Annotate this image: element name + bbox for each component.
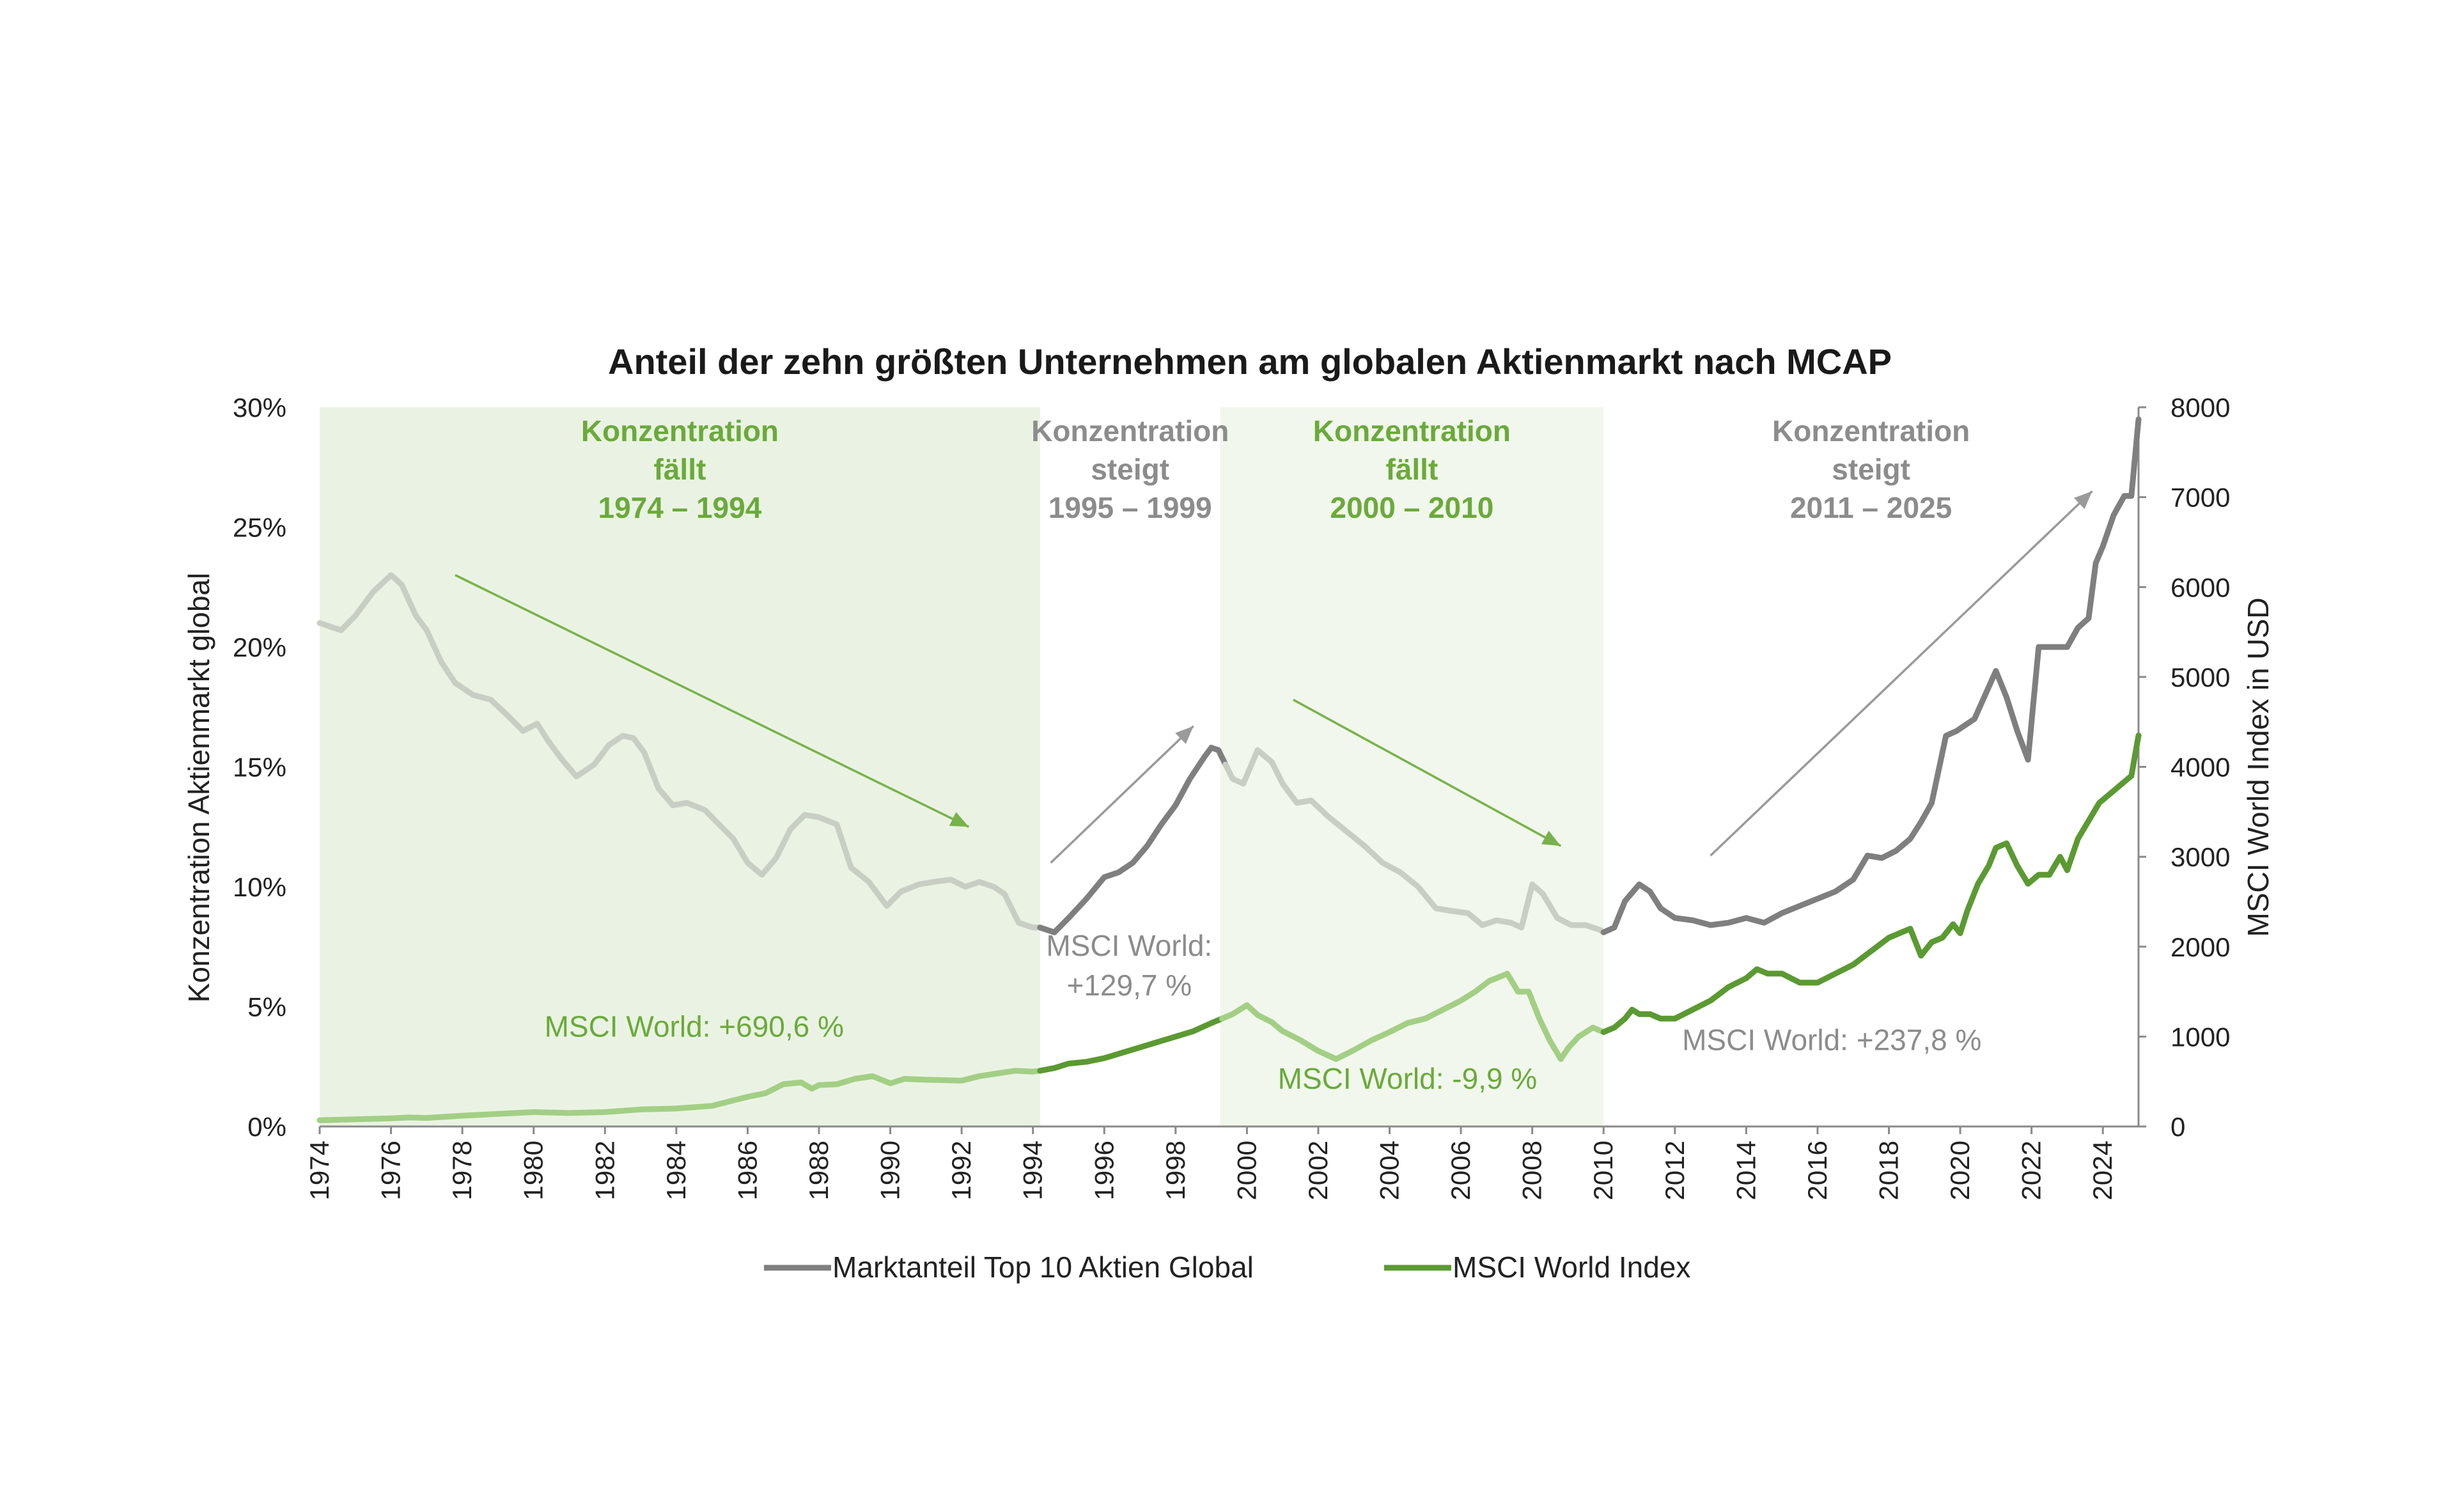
legend-label-msci: MSCI World Index bbox=[1453, 1251, 1690, 1284]
x-tick-label: 2016 bbox=[1802, 1141, 1832, 1200]
y-tick-label-right: 0 bbox=[2171, 1112, 2185, 1142]
region-label-1-line-0: Konzentration bbox=[1031, 414, 1229, 448]
region-shade-0 bbox=[320, 407, 1040, 1126]
msci-line-segment-0 bbox=[316, 1068, 1043, 1123]
msci-annotation-1-line-0: MSCI World: bbox=[1046, 929, 1212, 962]
trend-arrow-head-2 bbox=[1541, 830, 1561, 846]
trend-arrow-2 bbox=[1293, 698, 1562, 847]
x-tick-label: 1996 bbox=[1089, 1141, 1119, 1200]
axes: 1974 1976 1978 1980 1982 1984 1986 1988 1990 1992… bbox=[233, 393, 2231, 1200]
x-tick-label: 2012 bbox=[1660, 1141, 1690, 1200]
y-tick-label-right: 4000 bbox=[2171, 752, 2230, 783]
msci-annotation-0-line-0: MSCI World: +690,6 % bbox=[545, 1009, 844, 1043]
x-tick-label: 1988 bbox=[804, 1141, 834, 1200]
x-tick-label: 2014 bbox=[1731, 1141, 1761, 1200]
msci-annotation-3-line-0: MSCI World: +237,8 % bbox=[1682, 1023, 1981, 1056]
x-tick-label: 1984 bbox=[661, 1141, 691, 1200]
x-tick-label: 2008 bbox=[1517, 1141, 1547, 1200]
region-label-3-line-1: steigt bbox=[1832, 453, 1910, 486]
x-tick-label: 1994 bbox=[1018, 1141, 1048, 1200]
y-axis-right-title: MSCI World Index in USD bbox=[2241, 598, 2275, 937]
y-tick-label-right: 3000 bbox=[2171, 842, 2230, 872]
x-tick-label: 2010 bbox=[1588, 1141, 1618, 1200]
x-tick-label: 1976 bbox=[376, 1141, 406, 1200]
msci-line-segment-3 bbox=[1600, 732, 2142, 1035]
y-tick-label-right: 2000 bbox=[2171, 932, 2230, 962]
y-tick-label-left: 0% bbox=[247, 1112, 286, 1142]
y-tick-label-left: 25% bbox=[233, 513, 286, 543]
region-label-3-line-0: Konzentration bbox=[1772, 414, 1970, 448]
region-label-0-line-2: 1974 – 1994 bbox=[598, 491, 762, 524]
region-label-1-line-2: 1995 – 1999 bbox=[1048, 491, 1212, 524]
trend-arrow-3 bbox=[1710, 490, 2093, 857]
x-tick-label: 1982 bbox=[589, 1141, 620, 1200]
x-tick-label: 1978 bbox=[447, 1141, 477, 1200]
y-tick-label-left: 10% bbox=[233, 872, 286, 902]
region-label-2-line-2: 2000 – 2010 bbox=[1330, 491, 1493, 524]
chart-title: Anteil der zehn größten Unternehmen am g… bbox=[608, 341, 1892, 382]
trend-arrows bbox=[455, 490, 2093, 864]
legend-label-concentration: Marktanteil Top 10 Aktien Global bbox=[832, 1251, 1254, 1284]
region-label-0-line-0: Konzentration bbox=[581, 414, 779, 448]
trend-arrow-head-3 bbox=[2073, 491, 2093, 510]
region-label-2-line-0: Konzentration bbox=[1313, 414, 1511, 448]
x-tick-label: 2018 bbox=[1874, 1141, 1904, 1200]
y-tick-label-right: 7000 bbox=[2171, 483, 2230, 513]
y-tick-label-right: 8000 bbox=[2171, 393, 2230, 423]
msci-annotation-2-line-0: MSCI World: -9,9 % bbox=[1278, 1062, 1538, 1095]
region-label-1-line-1: steigt bbox=[1091, 453, 1169, 486]
legend: Marktanteil Top 10 Aktien Global MSCI Wo… bbox=[764, 1251, 1690, 1284]
x-tick-label: 1990 bbox=[875, 1141, 905, 1200]
concentration-line-segment-2 bbox=[1222, 747, 1607, 935]
x-tick-label: 2000 bbox=[1231, 1141, 1261, 1200]
concentration-line-segment-1 bbox=[1037, 745, 1229, 935]
region-label-2-line-1: fällt bbox=[1386, 453, 1438, 486]
region-labels: Konzentration fällt 1974 – 1994 Konzentrati… bbox=[581, 414, 1970, 524]
x-tick-label: 2004 bbox=[1375, 1141, 1405, 1200]
trend-arrow-head-0 bbox=[949, 812, 969, 827]
trend-arrow-1 bbox=[1050, 725, 1194, 864]
x-tick-label: 2020 bbox=[1945, 1141, 1975, 1200]
x-tick-label: 2022 bbox=[2016, 1141, 2046, 1200]
msci-line-segment-2 bbox=[1219, 970, 1607, 1062]
x-tick-label: 2006 bbox=[1446, 1141, 1476, 1200]
concentration-line-segment-3 bbox=[1600, 416, 2142, 935]
msci-annotations: MSCI World: +690,6 % MSCI World: +129,7 % M… bbox=[545, 929, 1982, 1095]
y-tick-label-right: 5000 bbox=[2171, 662, 2230, 692]
x-tick-label: 1992 bbox=[946, 1141, 976, 1200]
x-tick-label: 1974 bbox=[304, 1141, 334, 1200]
trend-arrow-0 bbox=[455, 573, 970, 828]
y-tick-label-left: 5% bbox=[247, 992, 286, 1022]
y-tick-label-right: 6000 bbox=[2171, 572, 2230, 602]
region-label-3-line-2: 2011 – 2025 bbox=[1790, 491, 1952, 524]
trend-arrow-head-1 bbox=[1175, 726, 1194, 744]
series-lines bbox=[316, 416, 2142, 1123]
y-tick-label-left: 20% bbox=[233, 632, 286, 662]
x-tick-label: 1998 bbox=[1160, 1141, 1190, 1200]
x-tick-label: 1986 bbox=[732, 1141, 762, 1200]
x-tick-label: 2024 bbox=[2087, 1141, 2117, 1200]
concentration-line-segment-0 bbox=[316, 572, 1043, 931]
y-axis-left-title: Konzentration Aktienmarkt global bbox=[182, 573, 215, 1003]
x-tick-label: 2002 bbox=[1303, 1141, 1333, 1200]
y-tick-label-left: 15% bbox=[233, 752, 286, 783]
region-label-0-line-1: fällt bbox=[654, 453, 706, 486]
region-shading bbox=[320, 407, 1604, 1126]
msci-annotation-1-line-1: +129,7 % bbox=[1066, 969, 1192, 1002]
y-tick-label-right: 1000 bbox=[2171, 1022, 2230, 1052]
x-tick-label: 1980 bbox=[518, 1141, 549, 1200]
region-shade-2 bbox=[1220, 407, 1604, 1126]
msci-line-segment-1 bbox=[1037, 1015, 1225, 1074]
y-tick-label-left: 30% bbox=[233, 393, 286, 423]
